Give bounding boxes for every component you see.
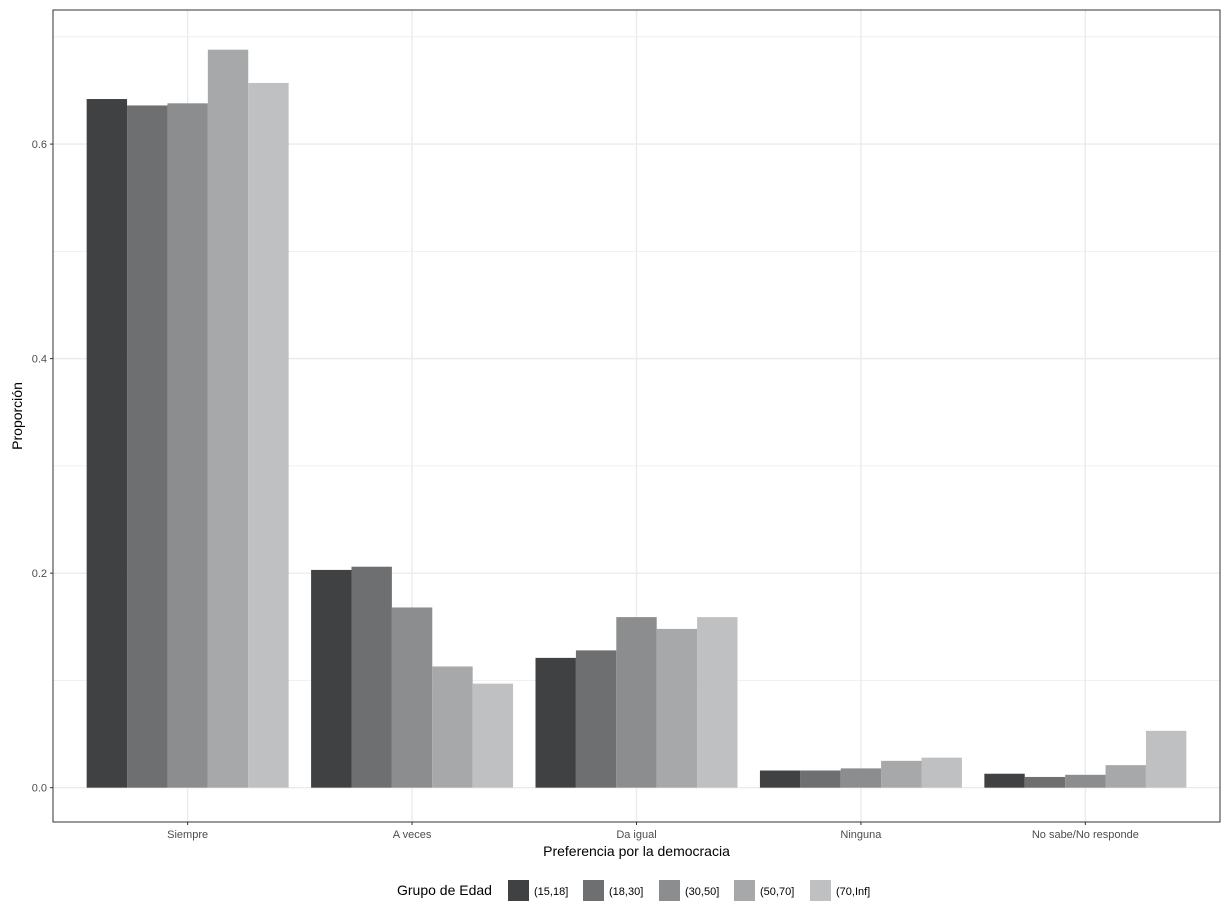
bar <box>86 99 128 788</box>
y-tick-label: 0.4 <box>32 354 47 366</box>
x-tick-label: No sabe/No responde <box>1032 829 1139 841</box>
bar <box>535 657 576 788</box>
x-tick-label: A veces <box>393 829 432 841</box>
bar <box>984 773 1025 788</box>
bar <box>248 82 289 788</box>
legend-key <box>810 880 831 901</box>
y-axis: 0.0 0.2 0.4 0.6 <box>32 139 53 795</box>
legend-key <box>583 880 604 901</box>
legend-title: Grupo de Edad <box>397 882 492 898</box>
bar <box>656 628 698 788</box>
bar <box>432 666 473 788</box>
y-tick-label: 0.2 <box>32 568 47 580</box>
legend-label: (15,18] <box>534 886 568 898</box>
bar <box>800 770 841 788</box>
x-axis-title: Preferencia por la democracia <box>543 843 730 859</box>
bar <box>1024 776 1066 788</box>
bar <box>167 103 208 788</box>
bar <box>697 617 738 788</box>
x-tick-label: Siempre <box>167 829 208 841</box>
y-axis-title: Proporción <box>9 382 25 450</box>
bar <box>472 683 514 788</box>
legend-key <box>659 880 680 901</box>
bar <box>1145 730 1187 788</box>
bar <box>127 105 168 788</box>
bar <box>351 566 392 788</box>
y-tick-label: 0.0 <box>32 783 47 795</box>
legend: Grupo de Edad (15,18] (18,30] (30,50] (50,7… <box>397 880 870 901</box>
bar <box>391 607 433 788</box>
bar <box>616 617 657 788</box>
bar <box>759 770 801 788</box>
bar <box>1065 774 1106 788</box>
bar <box>840 768 882 788</box>
bar <box>575 650 617 788</box>
x-tick-label: Ninguna <box>840 829 882 841</box>
bars <box>86 49 1187 788</box>
legend-label: (18,30] <box>609 886 643 898</box>
bar <box>311 569 352 788</box>
bar <box>207 49 249 788</box>
bar <box>881 760 922 788</box>
bar <box>1105 765 1146 788</box>
legend-label: (50,70] <box>760 886 794 898</box>
legend-key <box>508 880 529 901</box>
x-axis: Siempre A veces Da igual Ninguna No sabe/No … <box>167 822 1139 841</box>
x-tick-label: Da igual <box>616 829 656 841</box>
legend-label: (70,Inf] <box>836 886 870 898</box>
legend-label: (30,50] <box>685 886 719 898</box>
legend-key <box>734 880 755 901</box>
bar <box>921 757 962 788</box>
y-tick-label: 0.6 <box>32 139 47 151</box>
